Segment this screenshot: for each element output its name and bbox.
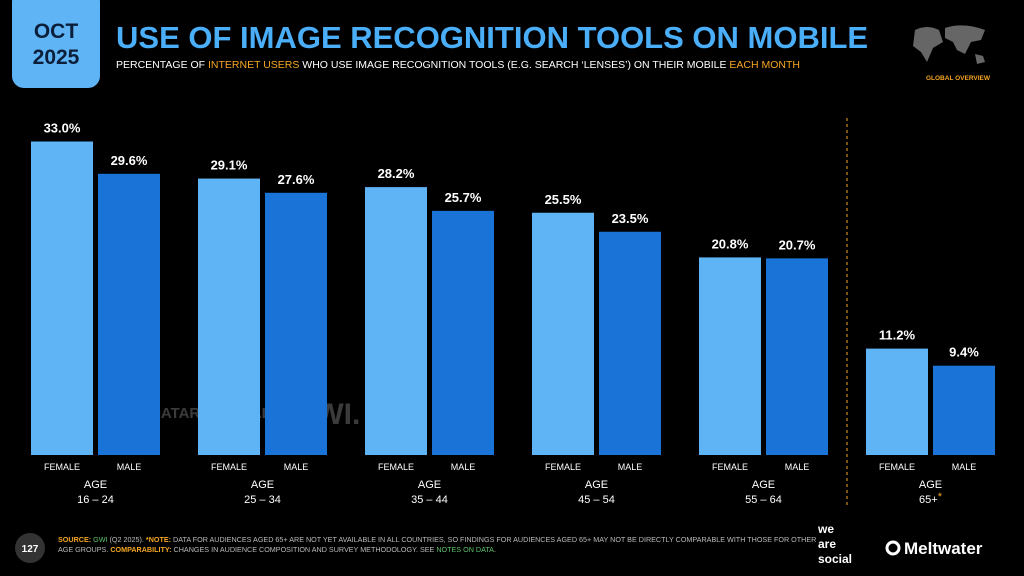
series-label: MALE [284,462,309,472]
note: CHANGES IN AUDIENCE COMPOSITION AND SURV… [171,545,437,554]
series-label: MALE [451,462,476,472]
bar [31,141,93,455]
note: NOTES ON DATA [436,545,494,554]
series-label: MALE [618,462,643,472]
category-text: 45 – 54 [578,494,615,506]
category-prefix: AGE [585,479,608,491]
bar [198,178,260,456]
chart-subtitle: PERCENTAGE OF INTERNET USERS WHO USE IMA… [116,59,800,71]
value-label: 11.2% [879,328,916,343]
page-badge [15,533,45,563]
series-label: MALE [952,462,977,472]
value-label: 20.8% [712,236,749,251]
category-label: 45 – 54 [578,494,615,506]
category-text: 55 – 64 [745,494,782,506]
bar [432,210,494,455]
bar [699,257,761,455]
logo: are [818,537,836,551]
value-label: 9.4% [949,345,979,360]
logo-icon [885,540,901,556]
logo: we [817,522,834,536]
bar [532,212,594,455]
note: SOURCE: [58,535,92,544]
series-label: FEMALE [211,462,247,472]
value-label: 20.7% [779,237,816,252]
page-number: 127 [22,544,39,555]
badge-year: 2025 [33,46,80,69]
note: (Q2 2025). [107,535,146,544]
note-marker: * [938,491,943,503]
category-prefix: AGE [418,479,441,491]
value-label: 25.5% [545,192,582,207]
category-text: 65+ [919,494,938,506]
note: *NOTE: [145,535,172,544]
category-prefix: AGE [251,479,274,491]
bar [265,192,327,456]
category-text: 25 – 34 [244,494,281,506]
subtitle-part: PERCENTAGE OF [116,59,208,71]
value-label: 33.0% [44,121,81,136]
date-badge [12,0,100,88]
footer-note: SOURCE: GWI (Q2 2025). *NOTE: DATA FOR A… [58,535,818,555]
value-label: 28.2% [378,166,415,181]
note: . [493,545,496,554]
bar [933,365,995,455]
bar [866,348,928,455]
value-label: 23.5% [612,211,649,226]
category-prefix: AGE [919,479,942,491]
value-label: 29.1% [211,158,248,173]
value-label: 25.7% [445,190,482,205]
category-label: 65+* [919,491,943,506]
bar [365,187,427,455]
category-prefix: AGE [752,479,775,491]
note: DATA FOR AUDIENCES AGED 65+ ARE NOT YET … [58,535,817,554]
world-map-icon [913,25,985,64]
note: GWI [91,535,108,544]
region-label: GLOBAL OVERVIEW [926,75,991,82]
value-label: 27.6% [278,172,315,187]
bar [98,173,160,456]
series-label: FEMALE [44,462,80,472]
category-text: 35 – 44 [411,494,448,506]
subtitle-part: INTERNET USERS [208,59,299,71]
badge-month: OCT [34,20,79,43]
bar [599,231,661,455]
category-label: 35 – 44 [411,494,448,506]
bar [766,258,828,455]
series-label: FEMALE [378,462,414,472]
series-label: FEMALE [712,462,748,472]
category-label: 55 – 64 [745,494,782,506]
logo: Meltwater [904,539,983,558]
chart-title: USE OF IMAGE RECOGNITION TOOLS ON MOBILE [116,20,868,55]
series-label: MALE [785,462,810,472]
value-label: 29.6% [111,153,148,168]
logo: social [818,552,852,566]
category-text: 16 – 24 [77,494,114,506]
series-label: MALE [117,462,142,472]
category-label: 25 – 34 [244,494,281,506]
category-label: 16 – 24 [77,494,114,506]
series-label: FEMALE [545,462,581,472]
note: COMPARABILITY: [110,545,172,554]
category-prefix: AGE [84,479,107,491]
subtitle-part: EACH MONTH [729,59,800,71]
series-label: FEMALE [879,462,915,472]
subtitle-part: WHO USE IMAGE RECOGNITION TOOLS (E.G. SE… [299,59,729,71]
